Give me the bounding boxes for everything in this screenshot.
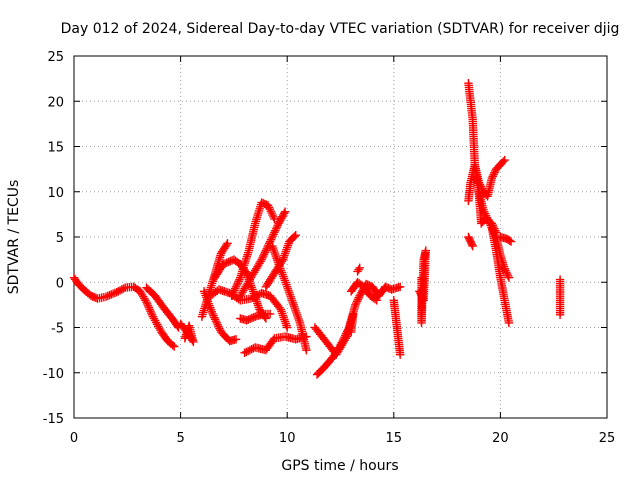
series-t25 (496, 232, 516, 246)
data-point-marker (372, 296, 381, 305)
data-point-marker (555, 310, 565, 320)
data-point-marker (346, 327, 356, 337)
data-point-marker (395, 282, 405, 291)
data-point-marker (415, 287, 424, 296)
axis-ticks (73, 55, 608, 419)
series-t17 (353, 263, 364, 276)
series-t14 (312, 279, 405, 379)
x-tick-label: 0 (70, 431, 78, 446)
series-t26 (555, 275, 565, 320)
y-axis-label: SDTVAR / TECUs (6, 180, 22, 295)
series-t19 (415, 246, 430, 328)
series-t21 (464, 232, 477, 251)
data-point-marker (505, 236, 514, 245)
data-point-marker (180, 334, 190, 343)
data-point-marker (467, 240, 477, 249)
series-t18 (389, 296, 405, 359)
x-axis-label: GPS time / hours (281, 458, 398, 474)
y-tick-label: -5 (51, 322, 64, 337)
plot-area-border (73, 55, 608, 419)
data-point-marker (504, 318, 514, 328)
data-point-marker (280, 207, 290, 216)
data-point-marker (468, 241, 477, 251)
series-t12 (261, 230, 300, 291)
series-t8 (227, 198, 279, 301)
data-point-marker (168, 340, 177, 350)
grid-lines (74, 56, 607, 418)
data-point-marker (223, 239, 232, 248)
data-point-marker (231, 335, 241, 344)
y-tick-label: 10 (47, 186, 64, 201)
y-tick-label: 5 (56, 231, 64, 246)
data-point-marker (265, 309, 275, 319)
data-point-marker (499, 157, 508, 166)
data-point-marker (395, 350, 405, 359)
series-t20 (464, 78, 501, 237)
series-t24 (487, 223, 514, 328)
series-t5 (199, 287, 241, 346)
data-point-marker (290, 232, 299, 241)
x-tick-labels: 0 5 10 15 20 25 (70, 431, 615, 446)
series-t22 (464, 155, 509, 205)
y-tick-label: 20 (47, 95, 64, 110)
series-t11 (240, 332, 311, 358)
data-point-marker (370, 295, 380, 304)
data-point-marker (302, 345, 311, 355)
data-point-marker (291, 230, 300, 240)
data-point-marker (500, 155, 509, 165)
y-tick-label: -15 (43, 412, 64, 427)
series-t15 (310, 309, 358, 359)
y-tick-label: 15 (47, 141, 64, 156)
data-point-marker (283, 323, 292, 332)
series-t10 (236, 207, 290, 301)
y-tick-label: -10 (43, 367, 64, 382)
x-tick-label: 10 (279, 431, 296, 446)
y-tick-label: 0 (56, 276, 64, 291)
series-t3 (176, 319, 198, 347)
data-point-marker (506, 237, 516, 246)
data-series (69, 78, 565, 379)
series-t1 (69, 273, 179, 351)
x-tick-label: 20 (492, 431, 509, 446)
data-point-marker (504, 273, 514, 282)
series-t9 (236, 309, 275, 325)
x-tick-label: 25 (599, 431, 616, 446)
chart-title: Day 012 of 2024, Sidereal Day-to-day VTE… (61, 21, 620, 37)
series-t2 (142, 283, 183, 332)
x-tick-label: 15 (386, 431, 403, 446)
series-t13 (268, 241, 311, 355)
series-t16 (346, 278, 381, 305)
data-point-marker (270, 214, 279, 224)
y-tick-label: 25 (47, 50, 64, 65)
y-tick-labels: -15 -10 -5 0 5 10 15 20 25 (43, 50, 64, 427)
x-tick-label: 5 (176, 431, 184, 446)
data-point-marker (170, 342, 179, 351)
data-point-marker (355, 263, 364, 272)
